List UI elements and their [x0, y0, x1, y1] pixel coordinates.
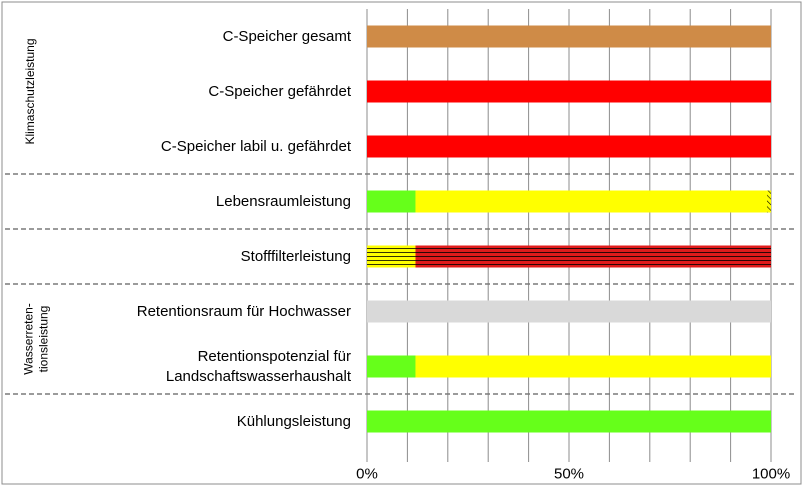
category-label: Retentionsraum für Hochwasser — [137, 303, 351, 320]
bar-stofffilterleistung-segment-2-hatch — [415, 245, 771, 268]
category-label: Stofffilterleistung — [241, 248, 351, 265]
bar-stofffilterleistung-segment-1-hatch — [367, 245, 416, 268]
x-tick-label: 100% — [752, 466, 790, 483]
bar-c-speicher-gesamt-segment-1 — [367, 25, 771, 48]
category-label: C-Speicher labil u. gefährdet — [161, 138, 352, 155]
bar-retentionspotenzial-fur-landschaftswasserhaushalt-segment-2 — [415, 355, 771, 378]
bar-retentionspotenzial-fur-landschaftswasserhaushalt-segment-1 — [367, 355, 416, 378]
bar-lebensraumleistung-segment-3-hatch — [766, 190, 771, 213]
x-tick-labels: 0% 50% 100% — [356, 466, 790, 483]
bar-c-speicher-gefahrdet-segment-1 — [367, 80, 771, 103]
bar-lebensraumleistung-segment-2 — [415, 190, 767, 213]
category-label: C-Speicher gesamt — [223, 28, 352, 45]
category-labels: C-Speicher gesamt C-Speicher gefährdet C-S… — [137, 28, 352, 430]
group-label: tionsleistung — [37, 306, 51, 373]
bar-c-speicher-labil-u-gefahrdet-segment-1 — [367, 135, 771, 158]
x-tick-label: 0% — [356, 466, 378, 483]
group-labels: Klimaschutzleistung Wasserreten-tionsleis… — [22, 38, 51, 374]
separators — [5, 173, 796, 395]
bar-kuhlungsleistung-segment-1 — [367, 410, 771, 433]
category-label: Kühlungsleistung — [237, 413, 351, 430]
group-label: Klimaschutzleistung — [23, 38, 37, 144]
category-label: Landschaftswasserhaushalt — [166, 368, 352, 385]
bars — [367, 25, 771, 433]
bar-lebensraumleistung-segment-1 — [367, 190, 416, 213]
category-label: C-Speicher gefährdet — [208, 83, 351, 100]
category-label: Lebensraumleistung — [216, 193, 351, 210]
group-label: Wasserreten- — [22, 303, 36, 375]
bar-retentionsraum-fur-hochwasser-segment-1 — [367, 300, 771, 323]
category-label: Retentionspotenzial für — [198, 348, 351, 365]
x-tick-label: 50% — [554, 466, 584, 483]
